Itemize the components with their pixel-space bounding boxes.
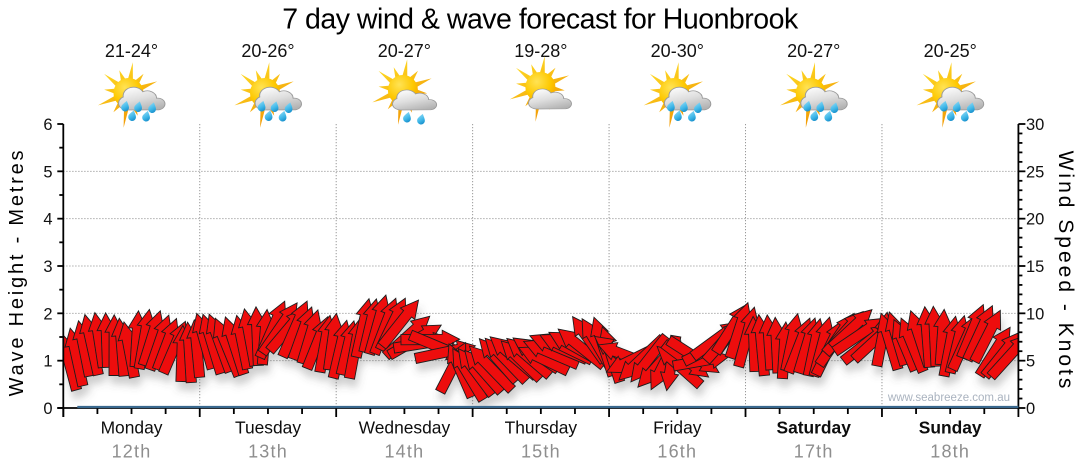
svg-text:10: 10 (1026, 305, 1044, 323)
svg-text:30: 30 (1026, 116, 1044, 134)
svg-text:21-24°: 21-24° (105, 41, 158, 61)
svg-text:Sunday: Sunday (919, 418, 982, 438)
svg-text:2: 2 (43, 305, 52, 323)
svg-text:Friday: Friday (653, 418, 702, 438)
svg-text:4: 4 (43, 211, 52, 229)
svg-text:25: 25 (1026, 163, 1044, 181)
svg-text:14th: 14th (384, 442, 424, 462)
svg-text:19-28°: 19-28° (514, 41, 567, 61)
svg-text:15th: 15th (521, 442, 561, 462)
svg-text:15: 15 (1026, 258, 1044, 276)
svg-text:18th: 18th (930, 442, 970, 462)
svg-text:20-30°: 20-30° (651, 41, 704, 61)
svg-text:5: 5 (1026, 353, 1035, 371)
svg-text:16th: 16th (657, 442, 697, 462)
svg-text:12th: 12th (112, 442, 152, 462)
svg-text:20-27°: 20-27° (787, 41, 840, 61)
svg-text:Monday: Monday (101, 418, 163, 438)
svg-text:0: 0 (1026, 400, 1035, 418)
svg-text:0: 0 (43, 400, 52, 418)
svg-text:6: 6 (43, 116, 52, 134)
svg-text:20-27°: 20-27° (378, 41, 431, 61)
svg-text:Saturday: Saturday (776, 418, 851, 438)
svg-text:Wave Height - Metres: Wave Height - Metres (6, 148, 28, 397)
svg-text:20-26°: 20-26° (241, 41, 294, 61)
svg-text:20-25°: 20-25° (924, 41, 977, 61)
svg-text:7 day wind & wave forecast for: 7 day wind & wave forecast for Huonbrook (282, 4, 799, 36)
svg-text:13th: 13th (248, 442, 288, 462)
svg-text:Wednesday: Wednesday (359, 418, 451, 438)
svg-text:www.seabreeze.com.au: www.seabreeze.com.au (887, 392, 1010, 404)
svg-text:5: 5 (43, 163, 52, 181)
svg-text:3: 3 (43, 258, 52, 276)
svg-text:Thursday: Thursday (505, 418, 578, 438)
svg-text:Tuesday: Tuesday (235, 418, 301, 438)
svg-text:1: 1 (43, 353, 52, 371)
svg-text:Wind Speed - Knots: Wind Speed - Knots (1054, 151, 1077, 392)
svg-text:20: 20 (1026, 211, 1044, 229)
svg-text:17th: 17th (794, 442, 834, 462)
